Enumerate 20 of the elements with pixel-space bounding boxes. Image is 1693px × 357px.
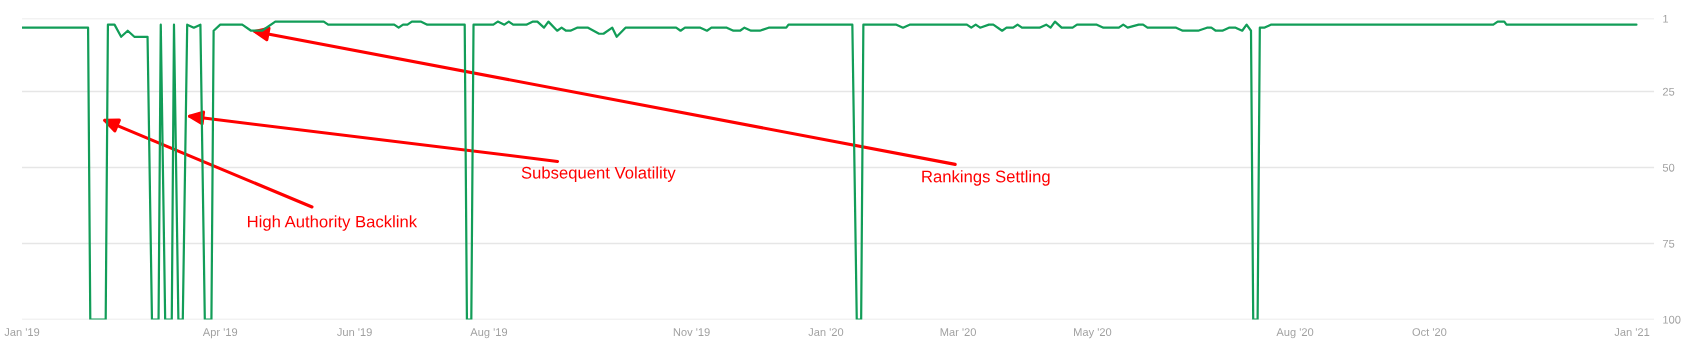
- y-tick-label: 25: [1662, 87, 1675, 96]
- y-tick-label: 75: [1662, 239, 1675, 248]
- x-tick-label: Aug '19: [470, 328, 508, 339]
- y-tick-label: 1: [1663, 14, 1669, 23]
- x-tick-label: Jan '21: [1614, 328, 1650, 337]
- line-series: [22, 20, 1638, 320]
- x-tick-label: Apr '19: [202, 328, 238, 339]
- x-tick-label: Nov '19: [673, 328, 710, 337]
- x-tick-label: May '20: [1074, 328, 1112, 339]
- x-tick-label: Aug '20: [1276, 328, 1314, 339]
- x-tick-label: Jan '20: [808, 328, 844, 337]
- x-tick-label: Mar '20: [940, 328, 976, 337]
- annotation: Subsequent Volatility: [521, 166, 676, 182]
- x-tick-label: Jun '19: [337, 328, 372, 337]
- y-tick-label: 50: [1662, 163, 1675, 172]
- annotation: Rankings Settling: [922, 170, 1050, 186]
- x-tick-label: Jan '19: [4, 328, 40, 337]
- annotation: High Authority Backlink: [248, 215, 418, 231]
- y-tick-label: 100: [1663, 315, 1681, 324]
- x-tick-label: Oct '20: [1412, 328, 1447, 337]
